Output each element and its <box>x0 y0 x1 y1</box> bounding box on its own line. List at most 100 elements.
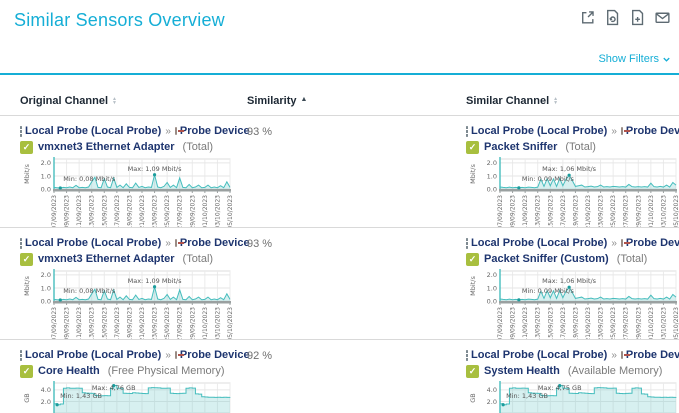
svg-text:11/09/2023: 11/09/2023 <box>76 307 83 339</box>
device-link[interactable]: Probe Device <box>179 237 250 249</box>
svg-text:Min: 0,09 Mbit/s: Min: 0,09 Mbit/s <box>522 175 575 183</box>
mini-graph[interactable]: 07/09/202309/09/202311/09/202313/09/2023… <box>20 381 233 413</box>
svg-text:27/09/2023: 27/09/2023 <box>623 195 630 227</box>
device-icon <box>174 239 184 247</box>
svg-text:23/09/2023: 23/09/2023 <box>152 307 159 339</box>
svg-text:1.0: 1.0 <box>487 284 497 292</box>
show-filters-link[interactable]: Show Filters <box>598 53 671 65</box>
svg-text:Max: 1,06 Mbit/s: Max: 1,06 Mbit/s <box>542 165 597 173</box>
probe-link[interactable]: Local Probe (Local Probe) <box>471 237 608 249</box>
original-channel-cell: Local Probe (Local Probe) » Probe Device… <box>20 124 250 227</box>
table-row: Local Probe (Local Probe) » Probe Device… <box>0 340 679 413</box>
probe-link[interactable]: Local Probe (Local Probe) <box>471 349 608 361</box>
device-link[interactable]: Probe Device <box>179 349 250 361</box>
device-icon <box>620 127 630 135</box>
svg-text:4.0: 4.0 <box>41 386 51 394</box>
breadcrumb: Local Probe (Local Probe) » Probe Device <box>466 348 679 362</box>
svg-text:2.0: 2.0 <box>487 398 497 406</box>
sort-ascending-icon: ▲ <box>300 95 308 103</box>
filters-bar: Show Filters <box>0 49 679 75</box>
open-in-window-icon[interactable] <box>579 9 596 26</box>
svg-text:Mbit/s: Mbit/s <box>23 276 31 296</box>
probe-link[interactable]: Local Probe (Local Probe) <box>25 349 162 361</box>
svg-text:Mbit/s: Mbit/s <box>469 276 477 296</box>
show-filters-label: Show Filters <box>598 53 659 65</box>
breadcrumb: Local Probe (Local Probe) » Probe Device <box>20 124 250 138</box>
status-ok-icon: ✓ <box>20 140 33 154</box>
svg-text:Max: 4,76 GB: Max: 4,76 GB <box>92 384 136 392</box>
column-header-similar-channel[interactable]: Similar Channel ▲ ▼ <box>466 95 679 107</box>
svg-text:23/09/2023: 23/09/2023 <box>598 195 605 227</box>
sensor-link[interactable]: vmxnet3 Ethernet Adapter <box>38 141 175 153</box>
probe-link[interactable]: Local Probe (Local Probe) <box>25 237 162 249</box>
svg-text:05/10/2023: 05/10/2023 <box>227 195 233 227</box>
device-link[interactable]: Probe Device <box>625 349 679 361</box>
svg-text:15/09/2023: 15/09/2023 <box>547 195 554 227</box>
column-header-original-channel[interactable]: Original Channel ▲ ▼ <box>20 95 247 107</box>
device-link[interactable]: Probe Device <box>625 125 679 137</box>
svg-text:07/09/2023: 07/09/2023 <box>497 307 504 339</box>
svg-text:05/10/2023: 05/10/2023 <box>227 307 233 339</box>
status-ok-icon: ✓ <box>20 252 33 266</box>
device-link[interactable]: Probe Device <box>179 125 250 137</box>
svg-text:17/09/2023: 17/09/2023 <box>560 195 567 227</box>
svg-text:03/10/2023: 03/10/2023 <box>214 307 221 339</box>
svg-text:19/09/2023: 19/09/2023 <box>126 307 133 339</box>
similar-channel-cell: Local Probe (Local Probe) » Probe Device… <box>466 236 679 339</box>
svg-text:27/09/2023: 27/09/2023 <box>177 307 184 339</box>
svg-text:01/10/2023: 01/10/2023 <box>202 195 209 227</box>
svg-text:17/09/2023: 17/09/2023 <box>114 195 121 227</box>
svg-text:11/09/2023: 11/09/2023 <box>522 195 529 227</box>
top-bar: Similar Sensors Overview <box>0 0 679 31</box>
breadcrumb-separator: » <box>165 125 171 137</box>
svg-text:07/09/2023: 07/09/2023 <box>51 195 58 227</box>
svg-text:13/09/2023: 13/09/2023 <box>89 307 96 339</box>
svg-text:09/09/2023: 09/09/2023 <box>510 195 517 227</box>
sensor-link[interactable]: Packet Sniffer (Custom) <box>484 253 609 265</box>
svg-text:11/09/2023: 11/09/2023 <box>76 195 83 227</box>
sensor-link[interactable]: Core Health <box>38 365 100 377</box>
svg-text:01/10/2023: 01/10/2023 <box>202 307 209 339</box>
svg-text:Min: 0,08 Mbit/s: Min: 0,08 Mbit/s <box>63 287 116 295</box>
probe-icon <box>466 125 468 137</box>
breadcrumb-separator: » <box>165 349 171 361</box>
device-icon <box>174 127 184 135</box>
svg-text:03/10/2023: 03/10/2023 <box>214 195 221 227</box>
svg-text:2.0: 2.0 <box>487 159 497 167</box>
svg-text:01/10/2023: 01/10/2023 <box>648 195 655 227</box>
svg-text:0.0: 0.0 <box>41 185 51 193</box>
svg-text:13/09/2023: 13/09/2023 <box>89 195 96 227</box>
device-link[interactable]: Probe Device <box>625 237 679 249</box>
email-icon[interactable] <box>654 9 671 26</box>
probe-link[interactable]: Local Probe (Local Probe) <box>25 125 162 137</box>
channel-name: (Total) <box>182 253 214 265</box>
similar-channel-cell: Local Probe (Local Probe) » Probe Device… <box>466 124 679 227</box>
svg-text:19/09/2023: 19/09/2023 <box>572 195 579 227</box>
column-label: Similar Channel <box>466 95 550 107</box>
sensor-link[interactable]: Packet Sniffer <box>484 141 558 153</box>
sensor-link[interactable]: vmxnet3 Ethernet Adapter <box>38 253 175 265</box>
svg-text:25/09/2023: 25/09/2023 <box>610 195 617 227</box>
sensor-line: ✓ Core Health (Free Physical Memory) <box>20 363 247 379</box>
refresh-report-icon[interactable] <box>604 9 621 26</box>
svg-text:17/09/2023: 17/09/2023 <box>114 307 121 339</box>
svg-text:23/09/2023: 23/09/2023 <box>598 307 605 339</box>
sensor-link[interactable]: System Health <box>484 365 560 377</box>
sensor-line: ✓ Packet Sniffer (Total) <box>466 139 679 155</box>
add-report-icon[interactable] <box>629 9 646 26</box>
similarity-value: 93 % <box>247 126 273 138</box>
probe-link[interactable]: Local Probe (Local Probe) <box>471 125 608 137</box>
svg-text:17/09/2023: 17/09/2023 <box>560 307 567 339</box>
probe-icon <box>20 349 22 361</box>
svg-text:2.0: 2.0 <box>487 271 497 279</box>
column-header-similarity[interactable]: Similarity ▲ <box>247 95 466 107</box>
mini-graph[interactable]: 07/09/202309/09/202311/09/202313/09/2023… <box>466 381 679 413</box>
page-title: Similar Sensors Overview <box>14 10 225 30</box>
probe-icon <box>466 237 468 249</box>
svg-text:29/09/2023: 29/09/2023 <box>635 195 642 227</box>
svg-text:15/09/2023: 15/09/2023 <box>101 307 108 339</box>
